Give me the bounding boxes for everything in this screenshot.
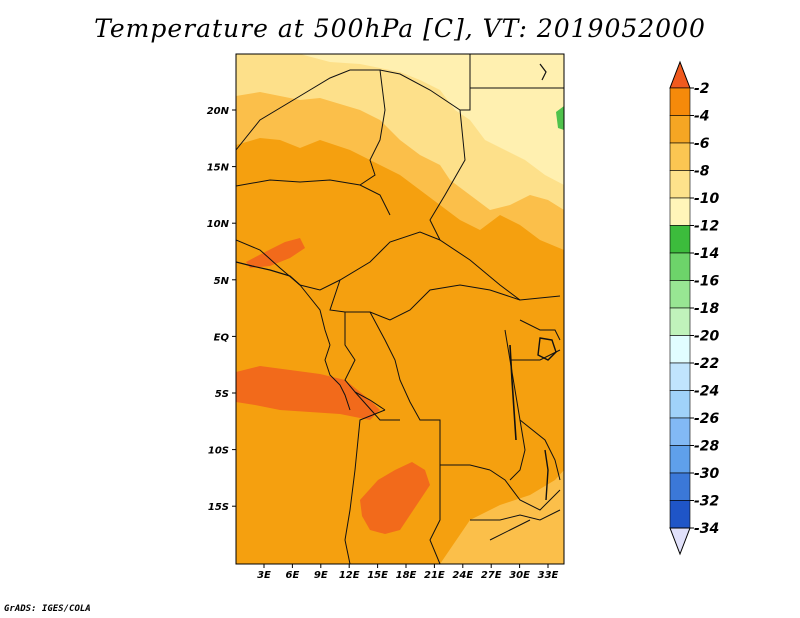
lat-tick-label: EQ <box>214 332 230 343</box>
contour-warm-patch-west <box>236 366 380 420</box>
colorbar-segment <box>669 472 691 501</box>
lon-tick-label: 15E <box>367 570 388 581</box>
contour-band-minus12 <box>300 54 564 185</box>
colorbar-label: -12 <box>694 219 719 235</box>
lat-tick-label: 5S <box>215 389 229 400</box>
lon-tick-label: 21E <box>424 570 445 581</box>
colorbar-bottom-arrow <box>669 527 691 556</box>
colorbar-segment <box>669 142 691 171</box>
colorbar-label: -8 <box>694 164 710 180</box>
lon-tick-label: 30E <box>509 570 530 581</box>
colorbar-label: -34 <box>694 521 719 537</box>
colorbar-label: -4 <box>694 109 710 125</box>
lat-tick-label: 15N <box>207 163 230 174</box>
lon-tick-label: 3E <box>257 570 271 581</box>
colorbar-segment <box>669 307 691 336</box>
colorbar-label: -22 <box>694 356 719 372</box>
colorbar-segment <box>669 225 691 254</box>
longitude-axis: 3E 6E 9E 12E 15E 18E 21E 24E 27E 30E 33E <box>257 564 559 581</box>
colorbar-label: -28 <box>694 439 720 455</box>
lon-tick-label: 24E <box>452 570 473 581</box>
lon-tick-label: 33E <box>538 570 559 581</box>
colorbar-segment <box>669 280 691 309</box>
lon-tick-label: 12E <box>339 570 360 581</box>
colorbar-segment <box>669 390 691 419</box>
lon-tick-label: 18E <box>396 570 417 581</box>
lat-tick-label: 20N <box>207 106 230 117</box>
colorbar-label: -18 <box>694 301 720 317</box>
lat-tick-label: 10S <box>208 446 229 457</box>
colorbar-segment <box>669 115 691 144</box>
colorbar-label: -10 <box>694 191 720 207</box>
grads-credit: GrADS: IGES/COLA <box>4 604 91 614</box>
colorbar-label: -6 <box>694 136 710 152</box>
map-title: Temperature at 500hPa [C], VT: 201905200… <box>94 14 706 43</box>
contour-warm-patch-north <box>246 238 305 268</box>
colorbar-segment <box>669 170 691 199</box>
colorbar-segment <box>669 445 691 474</box>
colorbar-label: -32 <box>694 494 719 510</box>
lat-tick-label: 10N <box>207 219 230 230</box>
colorbar-segment <box>669 197 691 226</box>
colorbar-label: -2 <box>694 81 710 97</box>
lat-tick-label: 15S <box>208 502 229 513</box>
colorbar-label: -30 <box>694 466 720 482</box>
colorbar-label: -16 <box>694 274 720 290</box>
colorbar-segment <box>669 417 691 446</box>
contour-warm-patch-south <box>360 462 430 534</box>
lat-tick-label: 5N <box>214 276 230 287</box>
contour-green-patch-ne <box>556 106 564 130</box>
colorbar-segment <box>669 335 691 364</box>
latitude-axis: 20N 15N 10N 5N EQ 5S 10S 15S <box>207 106 236 513</box>
colorbar-top-arrow <box>669 60 691 89</box>
colorbar-label: -14 <box>694 246 719 262</box>
colorbar-segment <box>669 362 691 391</box>
contour-band-minus8-south <box>440 470 564 564</box>
country-borders <box>236 54 564 564</box>
colorbar-segment <box>669 500 691 529</box>
map-frame <box>235 53 565 565</box>
colorbar-segment <box>669 87 691 116</box>
colorbar-label: -20 <box>694 329 720 345</box>
colorbar: -2 -4 -6 -8 -10 -12 -14 -16 -18 -20 -22 -24 -26 -28 -3… <box>669 60 720 556</box>
lon-tick-label: 6E <box>286 570 300 581</box>
colorbar-label: -24 <box>694 384 719 400</box>
lon-tick-label: 27E <box>481 570 502 581</box>
colorbar-segment <box>669 252 691 281</box>
colorbar-label: -26 <box>694 411 720 427</box>
lon-tick-label: 9E <box>314 570 328 581</box>
